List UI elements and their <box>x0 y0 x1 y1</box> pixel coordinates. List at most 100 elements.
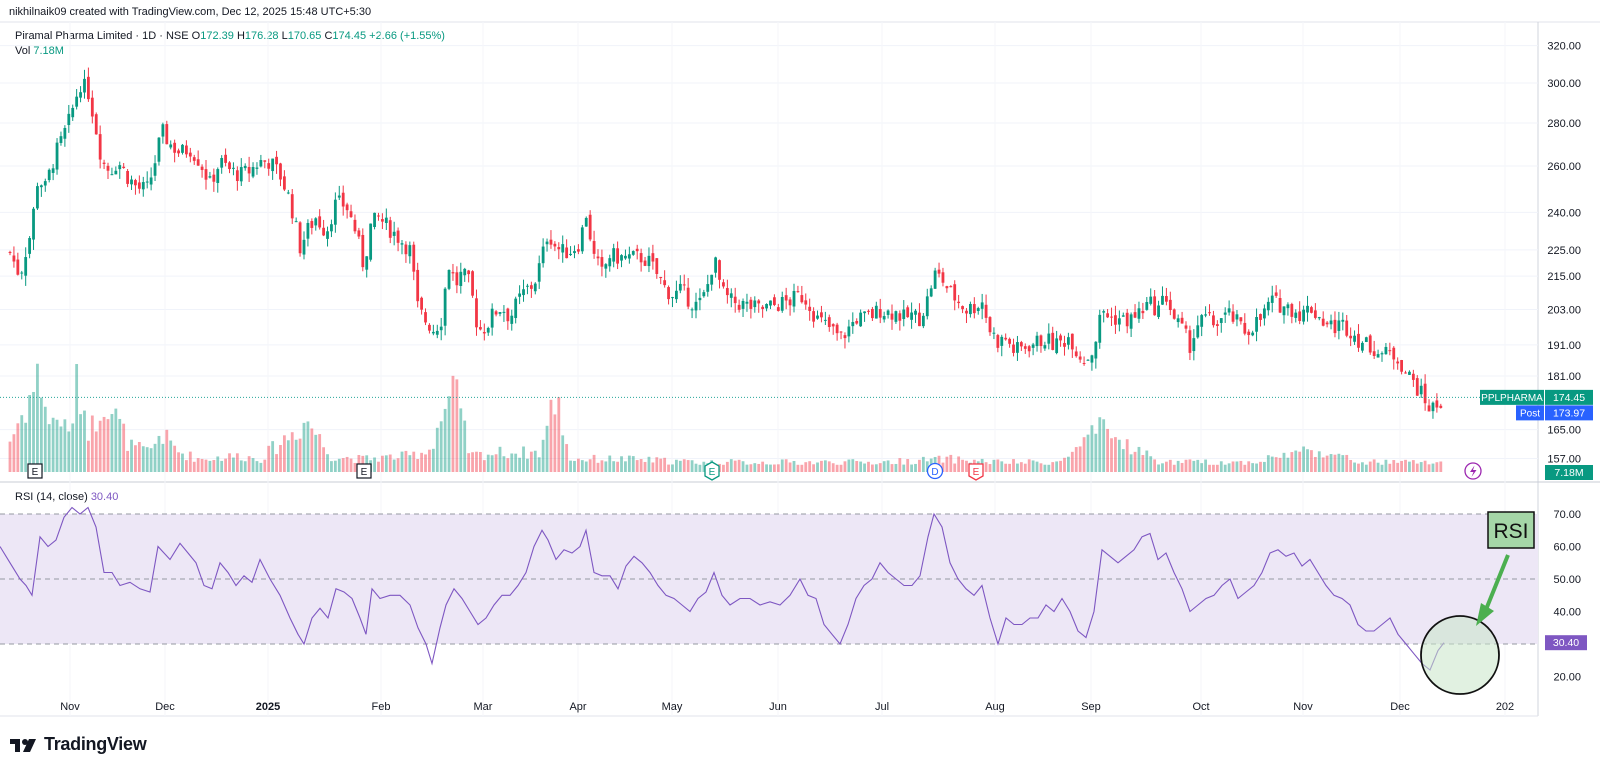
volume-bar <box>16 423 20 472</box>
volume-legend[interactable]: Vol 7.18M <box>15 45 64 57</box>
candle-body <box>32 208 35 240</box>
volume-bar <box>381 455 384 472</box>
candle-body <box>561 244 565 253</box>
volume-bar <box>1411 460 1415 472</box>
volume-bar <box>663 457 667 472</box>
volume-bar <box>408 455 412 472</box>
volume-bar <box>1027 459 1031 472</box>
candle-body <box>1274 292 1278 296</box>
volume-bar <box>557 397 561 472</box>
low-value: 170.65 <box>287 30 322 42</box>
volume-bar <box>1188 459 1192 472</box>
volume-bar <box>349 458 353 472</box>
volume-bar <box>639 459 643 472</box>
candle-body <box>1376 354 1380 358</box>
event-marker-label: E <box>32 467 39 478</box>
candle-body <box>808 306 812 311</box>
volume-bar <box>1055 461 1059 472</box>
candle-body <box>541 246 545 264</box>
volume-bar <box>161 443 165 472</box>
volume-bar <box>196 458 200 472</box>
volume-bar <box>310 428 314 472</box>
price-tick-label: 280.00 <box>1547 118 1581 130</box>
candle-body <box>435 330 439 335</box>
candle-body <box>1180 317 1184 324</box>
candle-body <box>718 260 721 280</box>
volume-bar <box>494 454 498 472</box>
candle-body <box>1082 363 1086 365</box>
volume-bar <box>1110 438 1113 472</box>
volume-bar <box>659 458 663 472</box>
candle-body <box>1133 312 1137 318</box>
candle-body <box>59 136 63 143</box>
candles <box>8 67 1443 419</box>
volume-bar <box>698 464 702 472</box>
candle-body <box>333 199 337 225</box>
volume-bar <box>302 422 306 472</box>
volume-bar <box>1270 456 1274 472</box>
lightning-icon[interactable] <box>1464 462 1482 480</box>
candle-body <box>181 144 184 153</box>
candle-body <box>863 311 866 314</box>
candle-body <box>294 221 298 223</box>
volume-bar <box>447 396 451 472</box>
candle-body <box>286 192 290 194</box>
candle-body <box>467 270 471 275</box>
candle-body <box>1157 305 1160 317</box>
candle-body <box>894 311 898 322</box>
volume-bar <box>1204 459 1207 472</box>
candle-body <box>902 309 906 320</box>
volume-badge-bg <box>1545 465 1593 480</box>
candle-body <box>1341 319 1345 322</box>
volume-bar <box>835 464 839 472</box>
volume-bar <box>804 462 808 472</box>
volume-bar <box>839 464 843 472</box>
volume-bar <box>314 434 318 472</box>
candle-body <box>953 284 957 301</box>
volume-bar <box>600 460 604 472</box>
volume-bar <box>690 460 694 472</box>
tradingview-logo[interactable]: TradingView <box>10 734 147 755</box>
candle-body <box>28 238 31 254</box>
candle-body <box>1361 342 1364 351</box>
candle-body <box>631 251 635 255</box>
candle-body <box>1051 332 1055 350</box>
candle-body <box>514 298 518 319</box>
volume-bar <box>12 434 16 472</box>
volume-bar <box>286 440 290 472</box>
candle-body <box>1219 318 1223 323</box>
candle-body <box>1290 304 1294 317</box>
candle-body <box>980 302 984 309</box>
candle-body <box>145 181 149 183</box>
candle-body <box>510 315 514 324</box>
volume-bar <box>8 441 12 472</box>
candle-body <box>839 331 843 333</box>
candle-body <box>529 285 533 289</box>
volume-bar <box>937 455 941 472</box>
last-price-badge-bg <box>1545 389 1593 405</box>
candle-body <box>396 230 400 243</box>
rsi-tick-label: 50.00 <box>1553 574 1581 586</box>
volume-bar <box>326 454 329 472</box>
volume-bar <box>431 448 435 472</box>
candle-body <box>1016 342 1019 353</box>
symbol-legend[interactable]: Piramal Pharma Limited · 1D · NSE O172.3… <box>15 30 445 42</box>
candle-body <box>161 124 165 137</box>
candle-body <box>1286 304 1290 309</box>
candle-body <box>663 280 667 286</box>
candle-body <box>1200 315 1204 327</box>
candle-body <box>655 258 659 274</box>
candle-body <box>420 297 423 310</box>
candle-body <box>126 170 129 184</box>
volume-bar <box>1341 455 1345 472</box>
candle-body <box>776 307 780 311</box>
volume-bar <box>855 460 859 472</box>
tradingview-logo-icon <box>10 738 36 752</box>
volume-bar <box>776 464 780 472</box>
volume-label: Vol <box>15 45 31 57</box>
volume-bar <box>137 441 141 472</box>
volume-bar <box>1086 434 1090 472</box>
volume-bar <box>416 459 420 472</box>
volume-bar <box>526 458 529 472</box>
